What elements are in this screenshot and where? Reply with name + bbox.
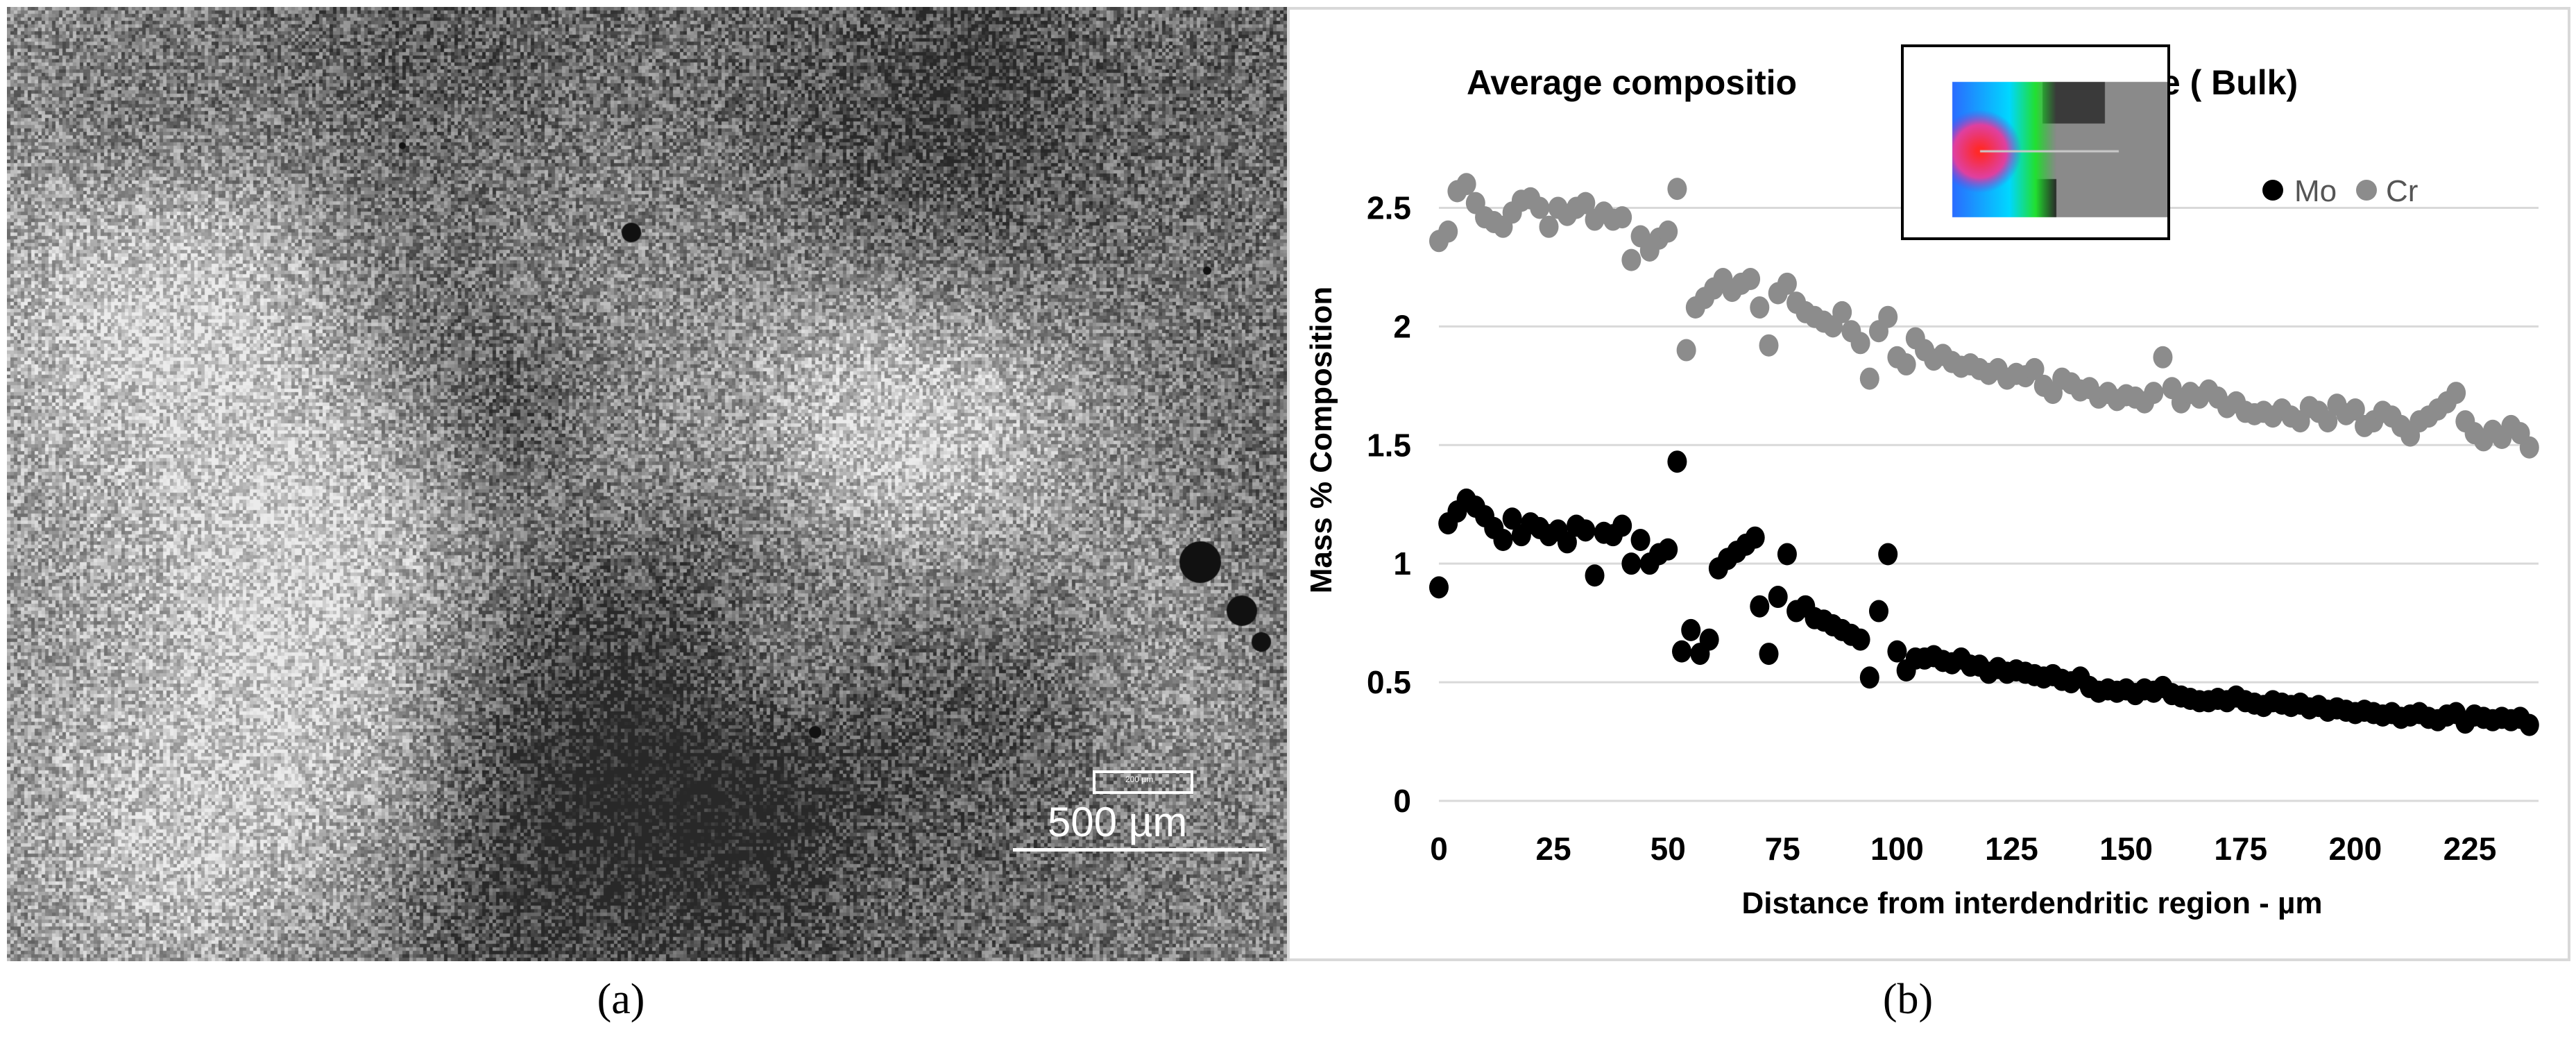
data-point-mo — [1869, 600, 1888, 623]
data-point-mo — [1859, 666, 1879, 689]
data-point-cr — [1896, 353, 1916, 376]
data-point-mo — [1878, 543, 1898, 566]
x-tick-label: 150 — [2099, 831, 2153, 867]
data-point-mo — [1887, 640, 1907, 663]
y-axis-label: Mass % Composition — [1304, 287, 1338, 594]
data-point-mo — [1777, 543, 1797, 566]
data-point-cr — [2446, 382, 2466, 405]
data-point-cr — [1750, 296, 1770, 319]
scale-bar-label: 500 µm — [1048, 799, 1188, 845]
x-tick-label: 100 — [1870, 831, 1924, 867]
caption-b: (b) — [1882, 976, 1934, 1023]
x-tick-label: 125 — [1985, 831, 2038, 867]
data-point-mo — [1759, 643, 1779, 666]
chart-panel: 0 0.5 1 1.5 2 2.5 0 25 50 75 100 125 150 175 200 225 Av… — [1287, 7, 2570, 961]
x-tick-label: 225 — [2443, 831, 2497, 867]
data-point-mo — [1745, 526, 1765, 549]
eds-map-image — [1904, 47, 2167, 237]
data-point-cr — [1676, 339, 1696, 362]
data-point-mo — [1850, 628, 1870, 651]
data-point-cr — [1759, 334, 1779, 357]
data-point-cr — [2318, 410, 2338, 433]
data-point-cr — [1576, 192, 1596, 214]
data-point-mo — [1681, 618, 1701, 641]
data-point-cr — [1438, 220, 1458, 243]
legend-mo-label: Mo — [2294, 174, 2337, 208]
data-point-cr — [1530, 196, 1550, 219]
chart-title-right: le ( Bulk) — [2151, 63, 2298, 102]
tiny-scale-label: 200 µm — [1125, 775, 1154, 784]
data-point-mo — [1750, 595, 1770, 618]
data-point-mo — [1672, 640, 1692, 663]
data-point-cr — [1612, 206, 1632, 229]
eds-map-inset — [1901, 44, 2170, 240]
sem-micrograph-image — [7, 7, 1287, 961]
data-point-mo — [1493, 529, 1513, 551]
data-point-cr — [1832, 301, 1852, 323]
data-point-cr — [2153, 346, 2173, 369]
scale-bar — [1013, 848, 1266, 852]
data-point-mo — [1667, 450, 1687, 473]
data-point-mo — [1768, 586, 1788, 609]
legend-cr-marker — [2356, 180, 2377, 201]
data-point-mo — [1502, 507, 1522, 530]
data-point-cr — [1667, 178, 1687, 201]
data-point-mo — [1585, 564, 1605, 587]
data-point-cr — [1456, 173, 1476, 196]
y-tick-label: 2 — [1393, 308, 1411, 344]
data-point-cr — [1859, 367, 1879, 390]
data-point-cr — [1741, 268, 1761, 290]
data-point-cr — [1539, 215, 1559, 238]
caption-a: (a) — [597, 976, 645, 1023]
legend-cr-label: Cr — [2386, 174, 2418, 208]
data-point-cr — [2024, 357, 2045, 380]
x-tick-label: 0 — [1430, 831, 1448, 867]
data-point-mo — [1630, 529, 1650, 551]
data-point-cr — [2345, 398, 2365, 421]
tiny-scale-bar — [1093, 770, 1193, 794]
legend-mo-marker — [2262, 180, 2283, 201]
x-tick-label: 50 — [1650, 831, 1686, 867]
data-point-cr — [2519, 436, 2539, 459]
data-point-cr — [1878, 305, 1898, 328]
data-point-mo — [1621, 552, 1641, 575]
y-tick-label: 0 — [1393, 783, 1411, 819]
x-axis-label: Distance from interdendritic region - µm — [1741, 886, 2322, 920]
y-tick-label: 1 — [1393, 545, 1411, 582]
data-point-mo — [1557, 531, 1577, 554]
chart-title-left: Average compositio — [1467, 63, 1797, 102]
x-tick-label: 25 — [1536, 831, 1571, 867]
data-point-cr — [1850, 332, 1870, 355]
data-point-mo — [1699, 628, 1719, 651]
y-tick-label: 2.5 — [1367, 189, 1411, 226]
data-point-mo — [1429, 576, 1449, 599]
composition-scatter-chart: 0 0.5 1 1.5 2 2.5 0 25 50 75 100 125 150 175 200 225 Av… — [1304, 63, 2539, 920]
data-point-mo — [1612, 514, 1632, 537]
data-point-cr — [1777, 272, 1797, 295]
micrograph-panel: 200 µm 500 µm — [7, 7, 1287, 961]
data-point-mo — [1576, 519, 1596, 542]
x-tick-label: 200 — [2328, 831, 2382, 867]
data-point-mo — [1658, 538, 1678, 561]
data-point-cr — [2144, 382, 2164, 405]
legend: Mo Cr — [2262, 174, 2418, 208]
y-tick-label: 1.5 — [1367, 427, 1411, 463]
x-tick-label: 75 — [1765, 831, 1800, 867]
data-point-cr — [1658, 220, 1678, 243]
x-tick-label: 175 — [2214, 831, 2267, 867]
data-point-mo — [2519, 713, 2539, 736]
y-tick-label: 0.5 — [1367, 664, 1411, 700]
data-point-cr — [1621, 248, 1641, 271]
